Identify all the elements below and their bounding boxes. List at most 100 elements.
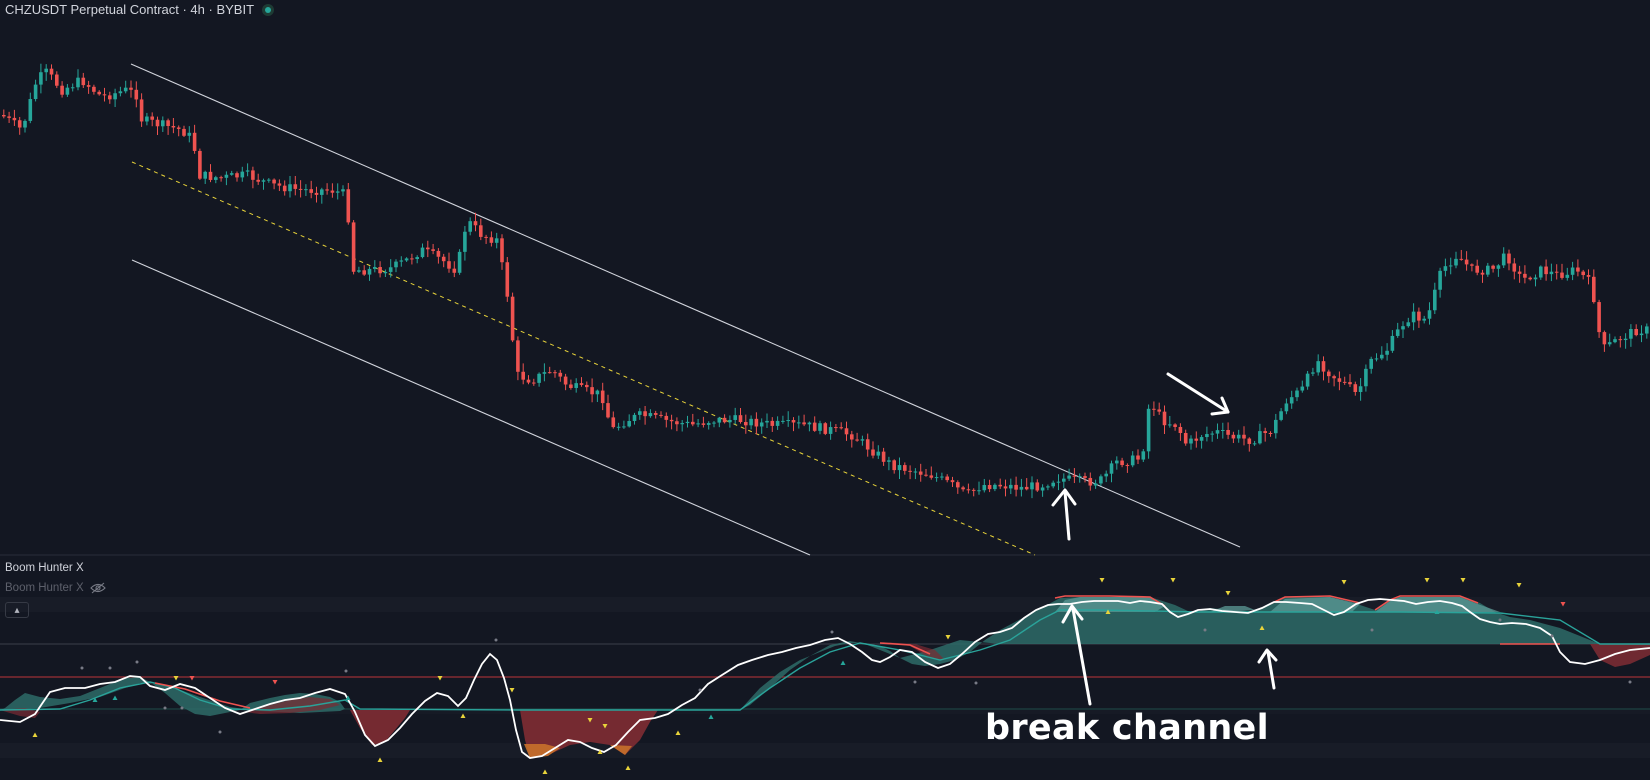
symbol-legend[interactable]: CHZUSDT Perpetual Contract · 4h · BYBIT <box>5 2 275 17</box>
candle-body <box>1247 438 1252 444</box>
candle-body <box>892 460 896 471</box>
candle-body <box>606 403 610 418</box>
candle-body <box>1311 372 1315 374</box>
candle-body <box>1348 382 1352 385</box>
candle-body <box>1104 473 1108 477</box>
candle-body <box>1560 272 1564 278</box>
candle-body <box>1597 302 1601 333</box>
candle-body <box>998 484 1002 487</box>
candle-body <box>1205 434 1209 438</box>
signal-marker <box>913 680 917 684</box>
candle-body <box>314 192 319 195</box>
candle-body <box>765 420 769 423</box>
candle-body <box>966 489 971 491</box>
candle-body <box>675 421 679 425</box>
candle-body <box>240 171 245 178</box>
candle-body <box>664 415 669 420</box>
candle-body <box>1332 376 1336 379</box>
candle-body <box>309 189 313 193</box>
signal-marker <box>344 669 348 673</box>
candle-body <box>1210 433 1214 435</box>
candle-body <box>1300 386 1305 391</box>
signal-marker <box>92 697 98 702</box>
signal-marker <box>135 660 139 664</box>
candle-body <box>812 422 817 431</box>
candle-body <box>182 128 186 136</box>
candle-body <box>1448 265 1453 267</box>
candle-body <box>1014 484 1018 490</box>
candle-body <box>585 384 589 388</box>
candle-body <box>1459 258 1464 260</box>
signal-marker <box>437 676 443 681</box>
annotation-arrows <box>1051 372 1278 706</box>
ind-red-fill-3 <box>1590 644 1650 667</box>
candle-body <box>1152 408 1156 410</box>
candle-body <box>1486 265 1490 275</box>
signal-marker <box>1424 578 1430 583</box>
eye-off-icon[interactable] <box>89 582 106 594</box>
candle-body <box>150 116 154 120</box>
candle-body <box>940 476 944 478</box>
signal-marker <box>597 749 603 754</box>
signal-marker <box>509 688 515 693</box>
arrow-breakout-up-icon <box>1051 488 1077 541</box>
candle-body <box>500 238 504 263</box>
candle-body <box>367 268 372 275</box>
candle-body <box>558 372 563 377</box>
candle-body <box>876 451 881 456</box>
candle-body <box>1438 270 1442 290</box>
candle-body <box>463 231 467 252</box>
candle-body <box>659 414 663 416</box>
candle-body <box>505 262 510 297</box>
candle-body <box>1342 381 1347 383</box>
symbol-title[interactable]: CHZUSDT Perpetual Contract · 4h · BYBIT <box>5 2 255 17</box>
candle-body <box>706 423 711 425</box>
candle-body <box>1475 265 1479 273</box>
signal-marker <box>974 681 978 685</box>
candle-body <box>123 87 128 92</box>
market-status-icon <box>262 3 275 16</box>
candle-body <box>97 91 101 95</box>
signal-marker <box>80 666 84 670</box>
price-channel <box>130 63 1241 556</box>
candle-body <box>1321 361 1326 372</box>
candle-body <box>1168 424 1172 426</box>
candle-body <box>1221 429 1225 431</box>
candle-body <box>1395 329 1400 336</box>
candle-body <box>818 423 822 431</box>
candle-body <box>1645 326 1649 334</box>
candle-body <box>1592 276 1596 303</box>
candle-body <box>325 189 329 191</box>
candle-body <box>1305 373 1310 387</box>
candle-body <box>49 68 54 75</box>
candle-body <box>12 117 17 121</box>
candle-body <box>1443 266 1448 271</box>
candle-body <box>436 250 441 257</box>
candle-body <box>1528 277 1532 280</box>
candle-body <box>1501 253 1506 266</box>
indicator-legend-hidden[interactable]: Boom Hunter X <box>5 582 106 594</box>
signal-marker <box>1203 628 1207 632</box>
candle-body <box>1030 482 1034 490</box>
candle-body <box>108 95 112 100</box>
candle-body <box>1327 371 1331 377</box>
candle-body <box>447 261 451 269</box>
candle-body <box>797 422 801 424</box>
candle-body <box>187 132 192 136</box>
candle-body <box>1051 482 1055 487</box>
candle-body <box>341 189 345 192</box>
candle-body <box>738 415 743 423</box>
candle-body <box>855 439 859 441</box>
ind-teal-fill-3 <box>1055 597 1500 612</box>
candle-body <box>744 422 748 426</box>
arrow-indicator-break-icon <box>1061 604 1092 706</box>
collapse-legend-button[interactable]: ▴ <box>5 602 29 618</box>
candle-body <box>76 77 80 88</box>
candle-body <box>1433 289 1437 311</box>
candle-body <box>1544 266 1548 275</box>
candle-body <box>977 490 981 492</box>
indicator-legend-title[interactable]: Boom Hunter X <box>5 562 84 574</box>
boom-hunter-plot <box>0 578 1650 774</box>
candle-body <box>1162 411 1167 426</box>
